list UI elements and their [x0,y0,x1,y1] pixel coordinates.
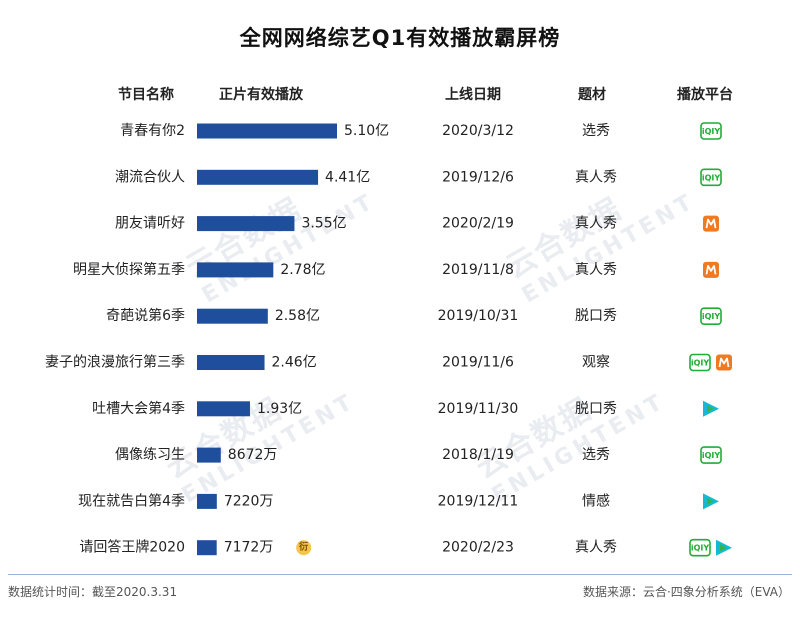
row-genre: 真人秀 [575,169,617,185]
footer-source-time: 数据统计时间：截至2020.3.31 [8,585,178,599]
row-genre: 观察 [582,354,610,371]
badge-label: 衍 [298,541,308,553]
derivative-badge [296,540,312,556]
bar [197,216,295,232]
iqiyi-icon: iQIY [700,122,722,140]
bar [197,540,217,556]
row-name: 奇葩说第6季 [106,307,185,324]
row-genre: 情感 [582,492,610,509]
svg-text:iQIY: iQIY [702,127,721,136]
row-date: 2018/1/19 [442,447,514,463]
header-date: 上线日期 [445,87,501,103]
mango-tv-icon [703,215,719,232]
row-name: 请回答王牌2020 [79,539,185,556]
header-genre: 题材 [578,87,606,103]
row-genre: 真人秀 [575,216,617,232]
row-name: 现在就告白第4季 [78,492,185,509]
bar-value-label: 1.93亿 [257,401,302,417]
svg-text:iQIY: iQIY [702,173,721,182]
bar-value-label: 7220万 [224,493,274,509]
row-date: 2020/2/23 [442,540,514,556]
header-platform: 播放平台 [677,87,733,103]
tencent-video-icon [703,493,719,510]
bar-value-label: 7172万 [224,540,274,556]
row-date: 2019/11/8 [442,262,514,278]
row-genre: 真人秀 [575,262,617,278]
row-name: 青春有你2 [120,123,185,139]
row-genre: 脱口秀 [575,308,617,324]
svg-text:iQIY: iQIY [702,312,721,321]
bar-value-label: 2.46亿 [272,355,317,371]
header-bar: 正片有效播放 [219,87,303,103]
bar [197,262,274,278]
svg-text:iQIY: iQIY [691,359,710,368]
footer-divider [8,574,792,575]
bar-value-label: 4.41亿 [325,169,370,185]
tencent-video-icon [703,400,719,417]
mango-tv-icon [716,354,732,371]
row-date: 2019/11/6 [442,355,514,371]
footer-source: 数据来源：云合·四象分析系统（EVA） [582,585,790,599]
bar-value-label: 8672万 [228,447,278,463]
svg-text:iQIY: iQIY [691,544,710,553]
row-date: 2019/12/6 [442,169,514,185]
row-name: 潮流合伙人 [115,169,185,185]
bar-value-label: 2.78亿 [280,262,325,278]
row-date: 2019/11/30 [438,401,519,417]
iqiyi-icon: iQIY [700,307,722,326]
row-genre: 选秀 [582,447,610,463]
iqiyi-icon: iQIY [700,168,722,187]
header-name: 节目名称 [118,87,174,103]
bar [197,123,337,139]
bar [197,355,265,370]
row-name: 朋友请听好 [115,216,185,232]
iqiyi-icon: iQIY [689,353,711,372]
svg-text:iQIY: iQIY [702,451,721,460]
bar-value-label: 5.10亿 [344,123,389,139]
row-date: 2019/10/31 [438,308,519,324]
bar-value-label: 3.55亿 [301,216,346,232]
row-name: 明星大侦探第五季 [73,261,185,278]
bar [197,493,217,509]
row-date: 2019/12/11 [438,493,519,509]
iqiyi-icon: iQIY [689,538,711,557]
row-name: 妻子的浪漫旅行第三季 [45,354,185,371]
chart-title: 全网网络综艺Q1有效播放霸屏榜 [239,26,561,50]
bar [197,401,250,417]
bar-value-label: 2.58亿 [275,308,320,324]
row-genre: 真人秀 [575,540,617,556]
row-genre: 脱口秀 [575,401,617,417]
bar [197,169,319,185]
bar [197,308,268,324]
row-date: 2020/2/19 [442,216,514,232]
row-name: 吐槽大会第4季 [92,400,185,417]
row-name: 偶像练习生 [115,447,185,463]
mango-tv-icon [703,261,719,278]
bar [197,447,221,463]
row-date: 2020/3/12 [442,123,514,139]
tencent-video-icon [716,539,732,556]
row-genre: 选秀 [582,123,610,139]
iqiyi-icon: iQIY [700,446,722,464]
